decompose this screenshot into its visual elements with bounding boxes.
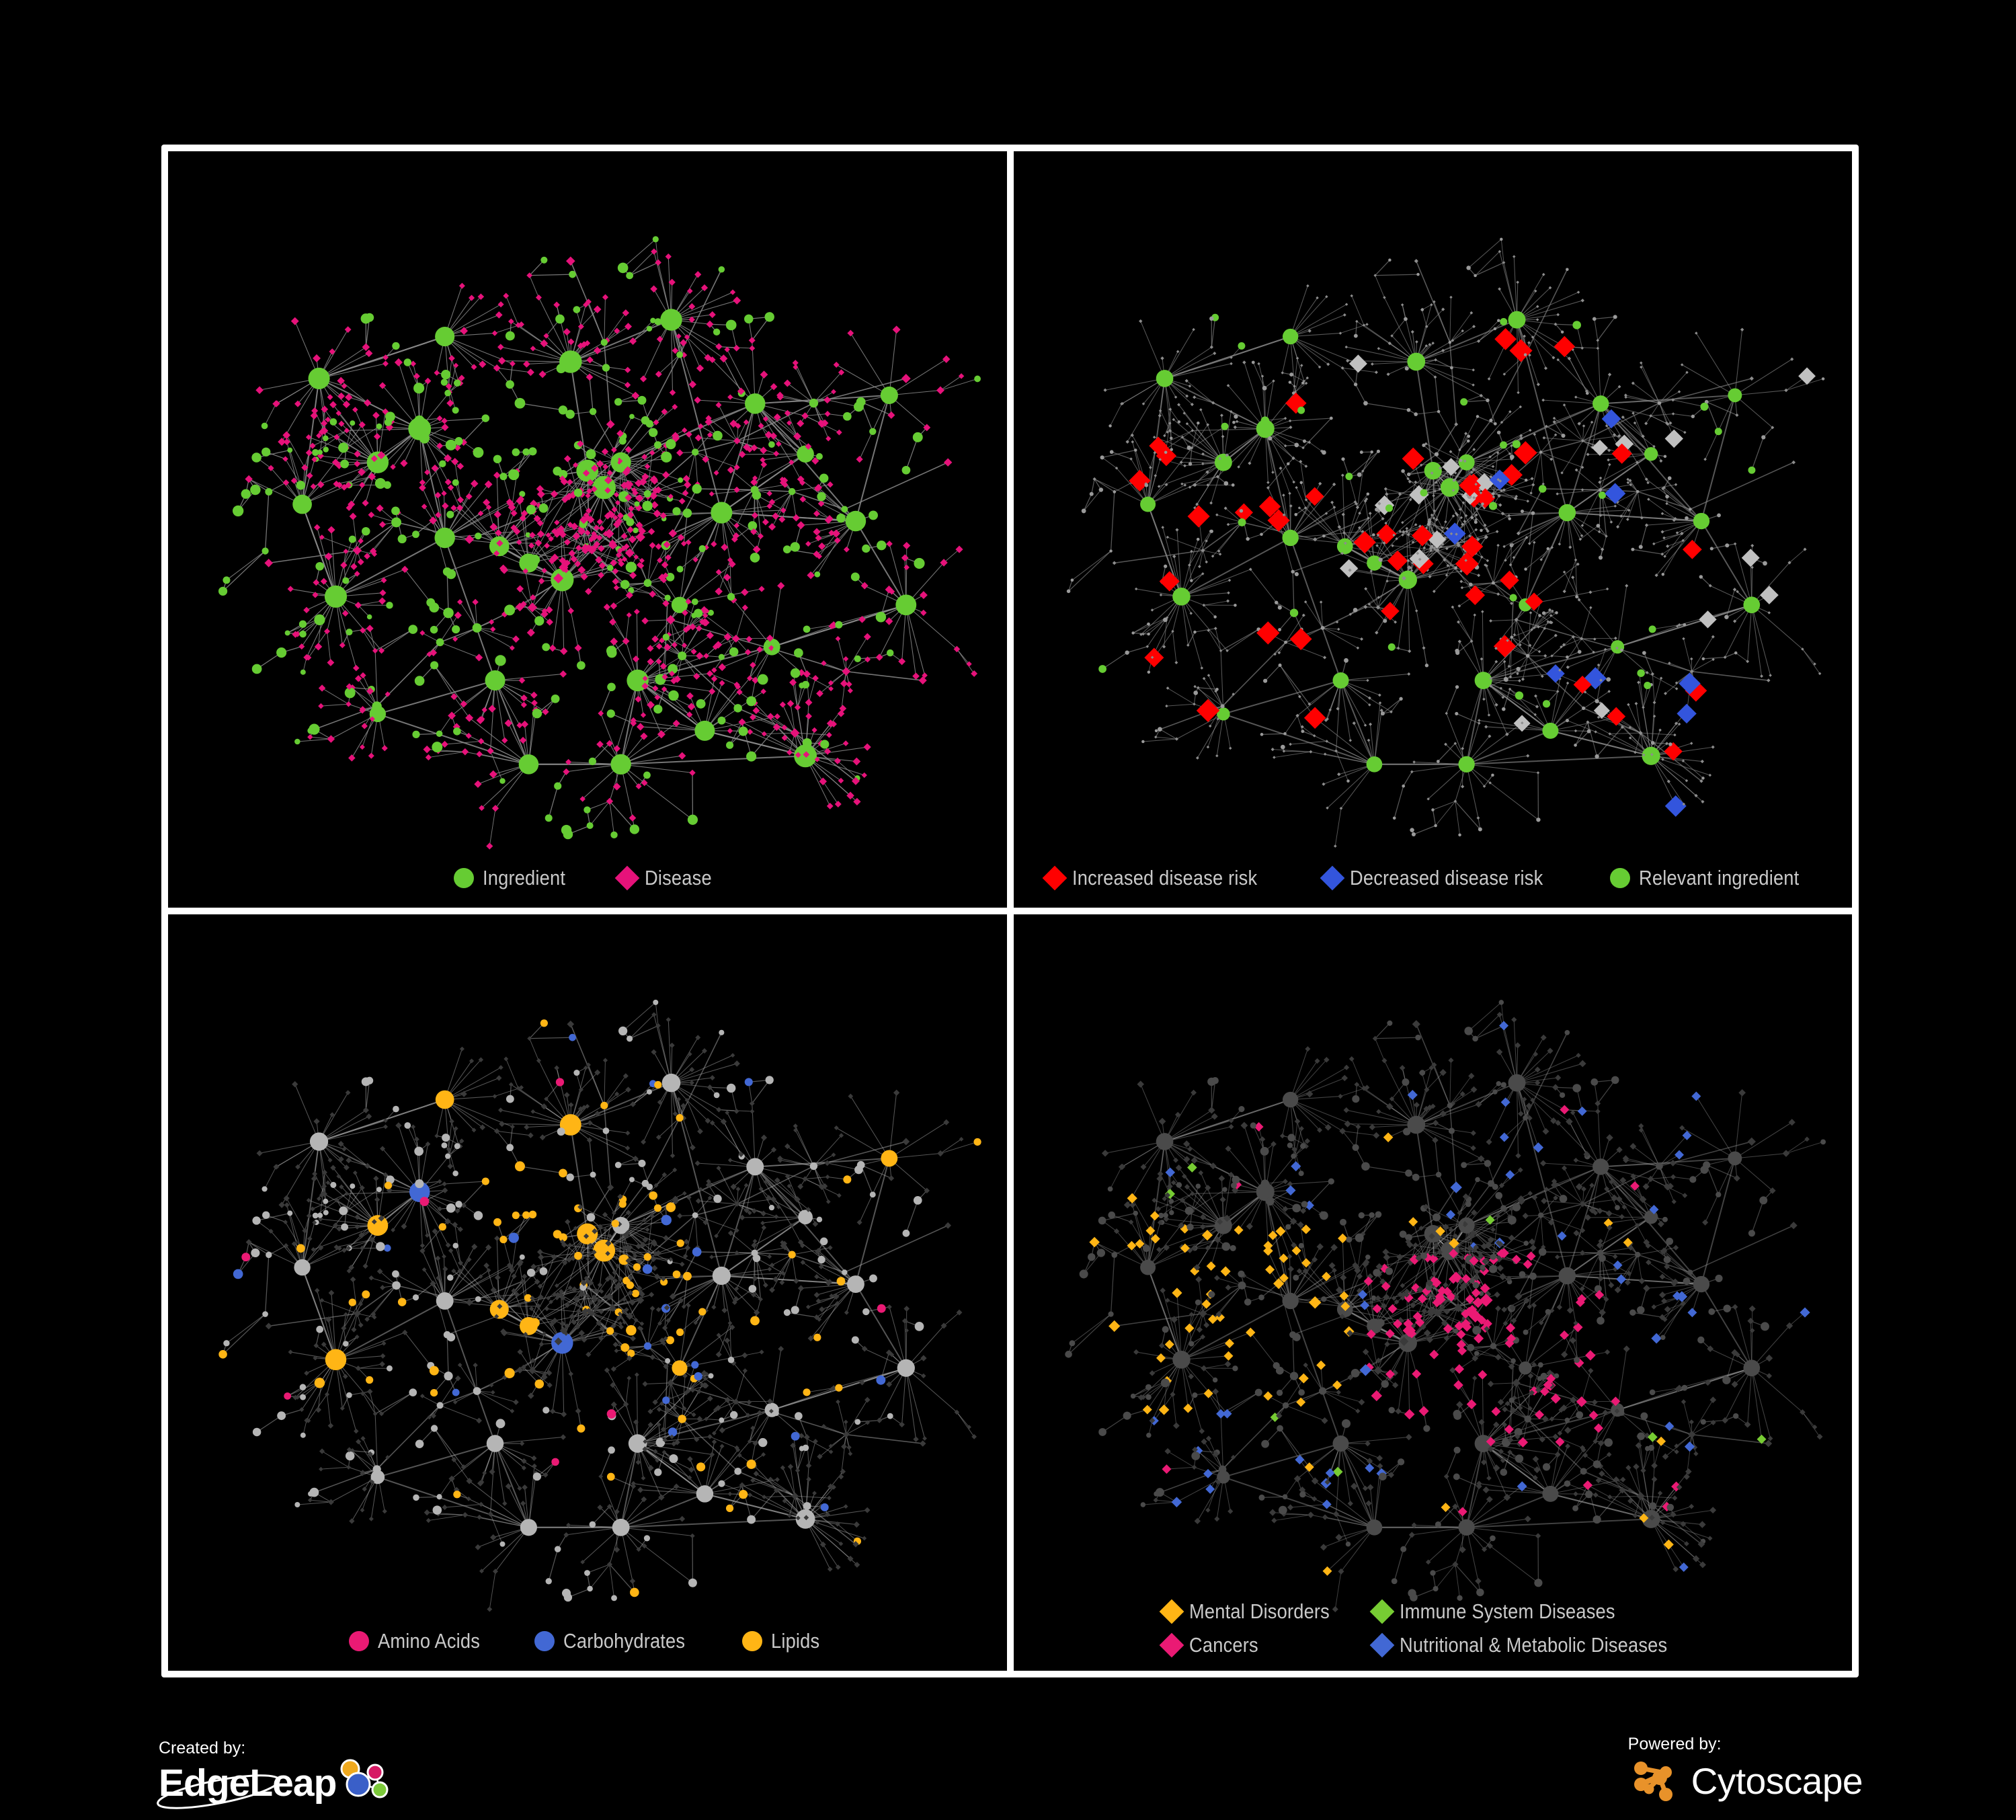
panel-grid: Ingredient Disease Increased disease ris… (161, 145, 1859, 1677)
edgeleap-node-logo-icon (340, 1759, 389, 1798)
panel-ingredient-disease: Ingredient Disease (168, 151, 1007, 908)
created-by-kicker: Created by: (159, 1739, 246, 1757)
panel-ingredient-classes: Amino Acids Carbohydrates Lipids (168, 914, 1007, 1671)
network-canvas-1 (168, 151, 1007, 908)
cytoscape-logo-icon (1634, 1762, 1672, 1801)
panel-disease-classes: Mental Disorders Immune System Diseases … (1013, 914, 1853, 1671)
network-canvas-2 (1014, 151, 1853, 908)
cytoscape-wordmark: Cytoscape (1691, 1759, 1863, 1802)
edgeleap-swoosh-icon (157, 1774, 280, 1809)
created-by-branding: Created by: EdgeLeap (157, 1739, 395, 1809)
powered-by-kicker: Powered by: (1627, 1735, 1722, 1753)
network-canvas-3 (168, 914, 1007, 1671)
powered-by-branding: Powered by: Cytosc (1628, 1735, 1863, 1805)
panel-disease-risk: Increased disease risk Decreased disease… (1013, 151, 1853, 908)
network-canvas-4 (1014, 914, 1853, 1671)
